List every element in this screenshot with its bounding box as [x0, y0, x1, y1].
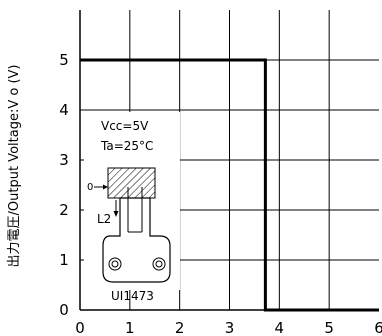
y-tick-label: 0: [59, 301, 69, 319]
part-label: UI1473: [111, 289, 154, 303]
y-tick-label: 3: [59, 151, 69, 169]
distance-arrow-head: [113, 211, 119, 217]
y-axis-label: 出力電圧/Output Voltage:V o (V): [7, 65, 22, 268]
origin-arrow: [103, 184, 108, 190]
series-line: [80, 58, 379, 312]
x-tick-label: 3: [225, 319, 235, 336]
x-tick-label: 6: [374, 319, 382, 336]
y-tick-label: 5: [59, 51, 69, 69]
x-tick-label: 4: [275, 319, 285, 336]
distance-label: L2: [97, 212, 111, 226]
magnet-block: [107, 167, 156, 199]
y-tick-label: 4: [59, 101, 69, 119]
origin-mark: 0: [87, 182, 93, 193]
sensor-inset: Vcc=5V Ta=25°C 0 L2 UI1473: [84, 112, 180, 303]
mount-hole-right-inner: [155, 260, 163, 268]
mount-hole-left-inner: [111, 260, 119, 268]
x-tick-label: 2: [175, 319, 185, 336]
x-tick-label: 1: [125, 319, 135, 336]
y-tick-label: 1: [59, 251, 69, 269]
x-tick-label: 0: [75, 319, 85, 336]
tick-labels: 0 1 2 3 4 5 6 0 1 2 3 4 5: [59, 51, 382, 336]
series-layer: [80, 58, 379, 312]
vcc-label: Vcc=5V: [101, 119, 149, 133]
y-tick-label: 2: [59, 201, 69, 219]
x-tick-label: 5: [324, 319, 334, 336]
ta-label: Ta=25°C: [100, 139, 153, 153]
